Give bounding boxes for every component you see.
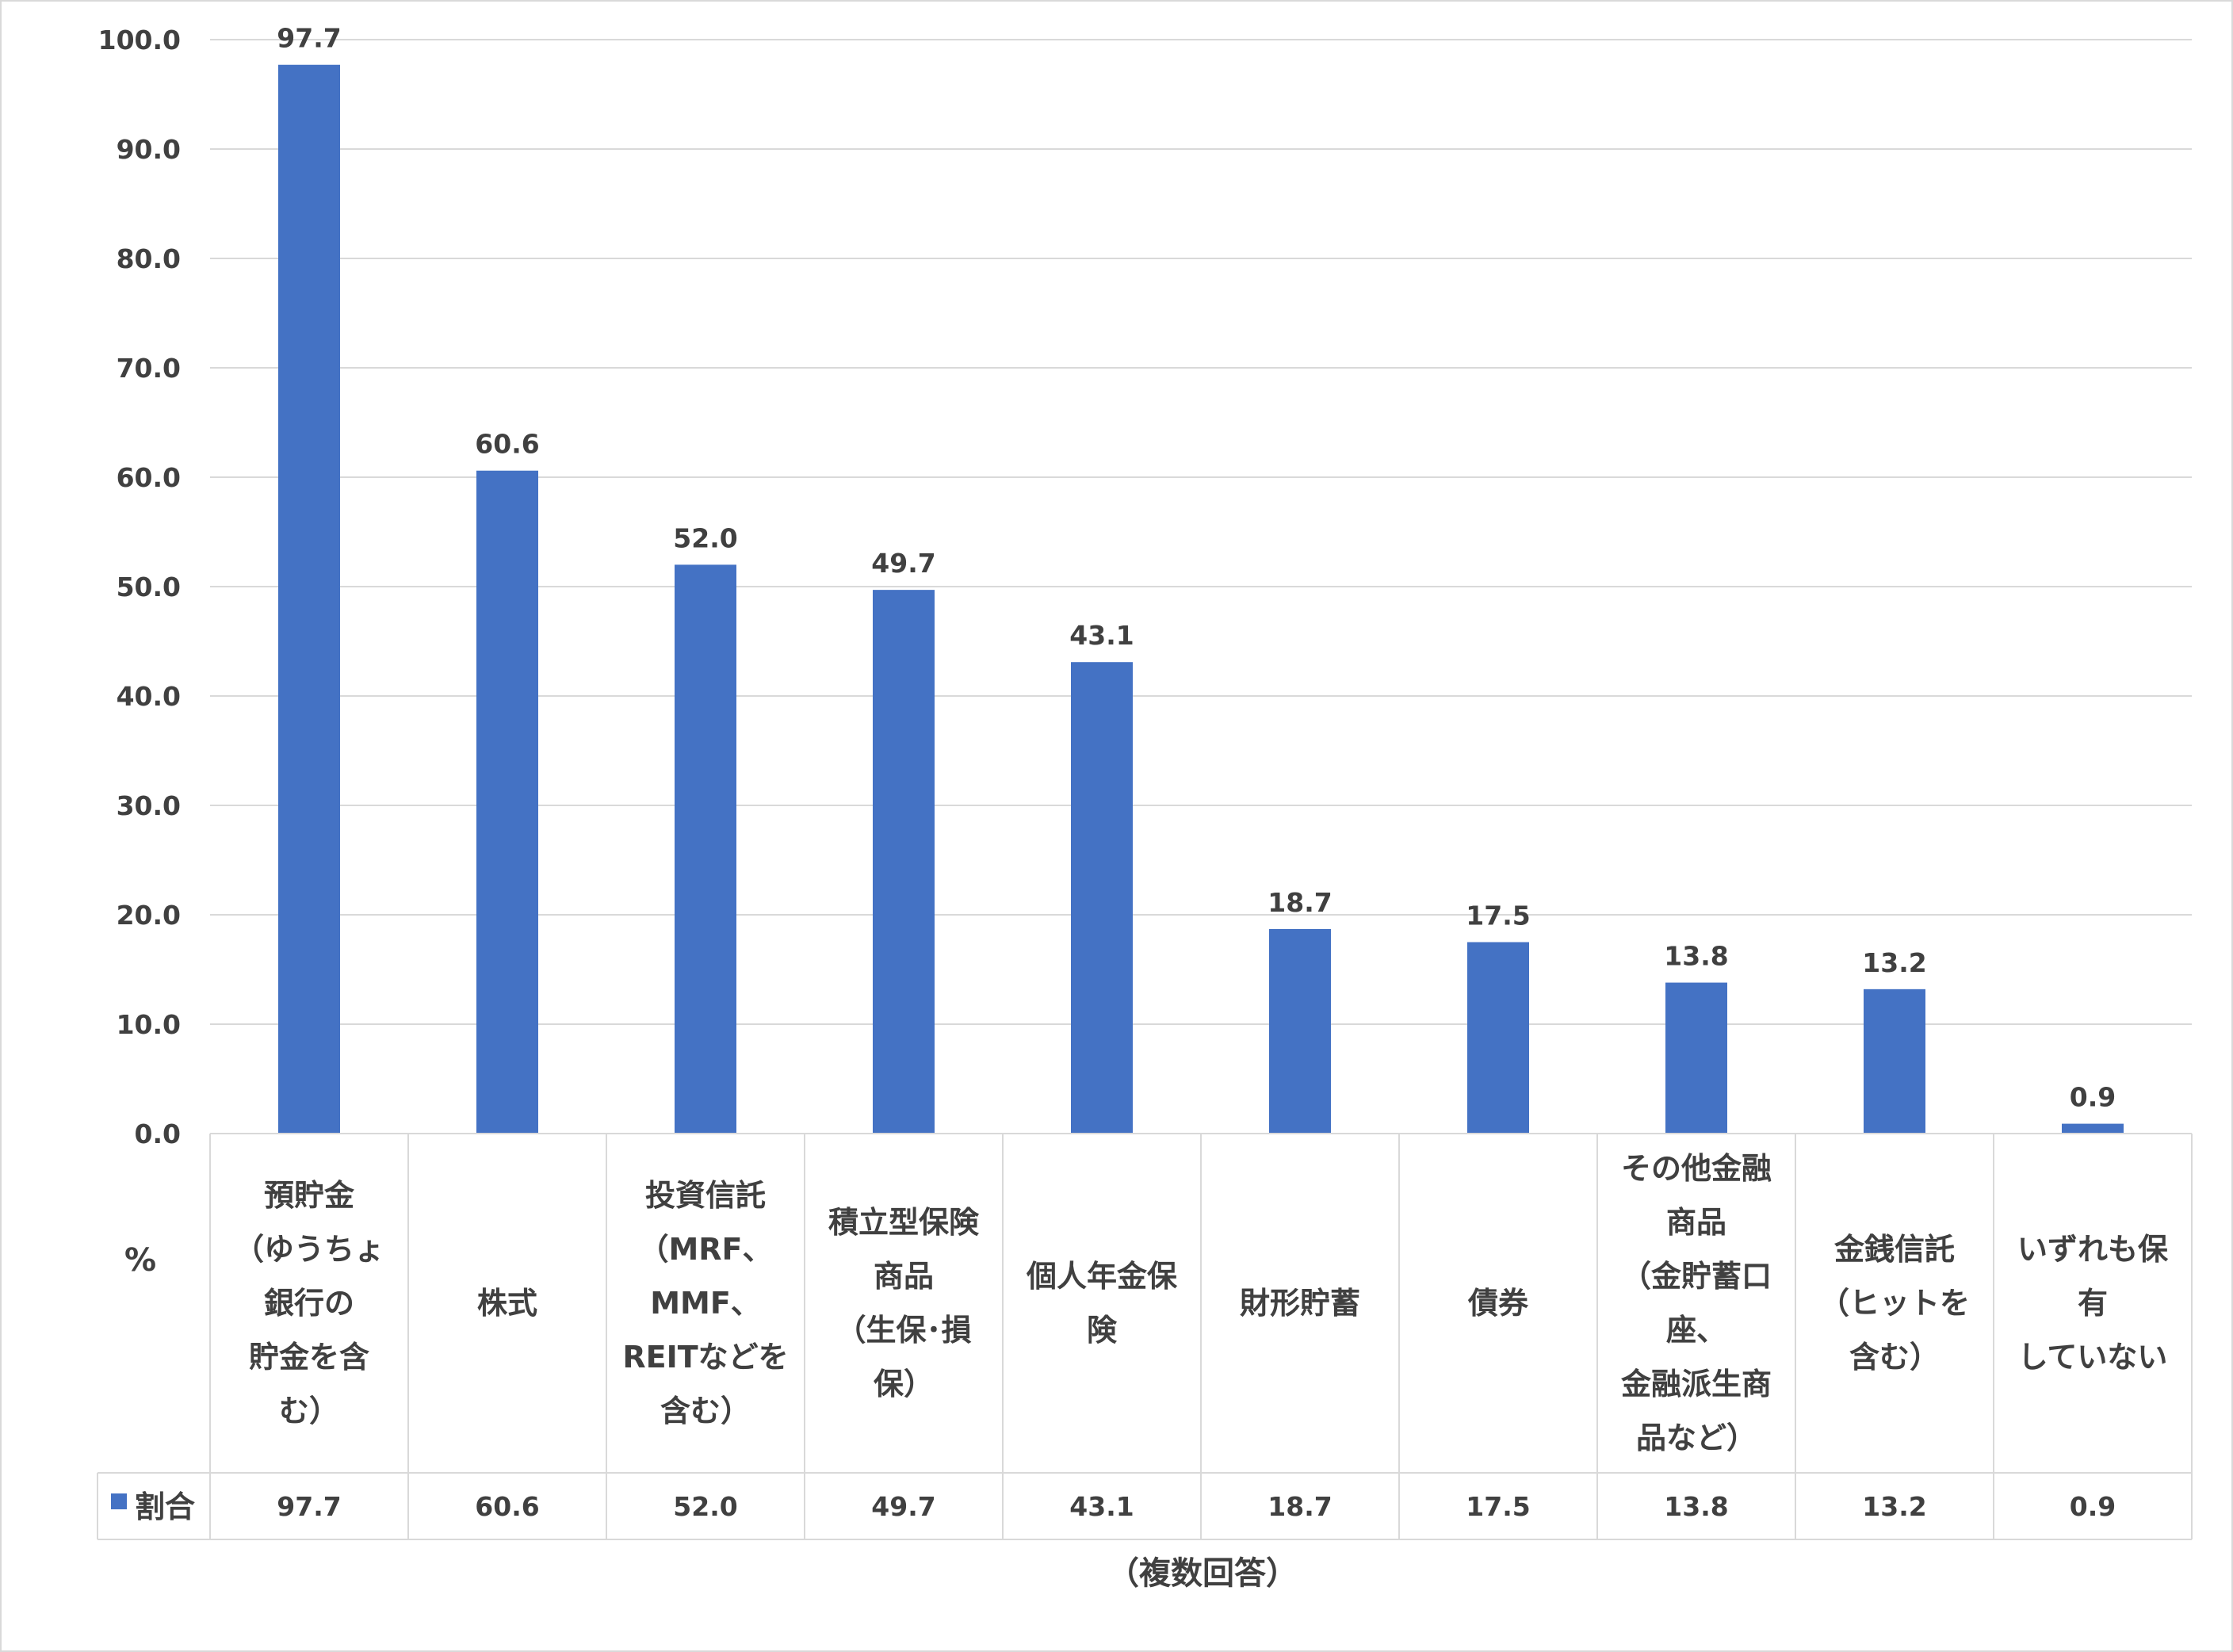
table-value: 13.8 — [1664, 1491, 1728, 1522]
y-tick-label: 60.0 — [117, 462, 181, 493]
category-label: 座、 — [1666, 1313, 1726, 1348]
data-label: 49.7 — [871, 548, 935, 579]
category-label: いずれも保 — [2017, 1232, 2169, 1267]
category-label: 預貯金 — [264, 1178, 355, 1213]
table-value: 17.5 — [1466, 1491, 1530, 1522]
data-table: 預貯金（ゆうちょ銀行の貯金を含む）株式投資信託（MRF、MMF、REITなどを含… — [97, 1133, 2193, 1540]
category-label: 積立型保険 — [828, 1205, 980, 1240]
y-axis-ticks: 0.0 10.0 20.0 30.0 40.0 50.0 60.0 70.0 80.0 90.0 1… — [98, 25, 181, 1149]
gridlines — [210, 39, 2192, 1025]
data-label: 43.1 — [1069, 620, 1134, 651]
bar — [1269, 928, 1331, 1134]
bar — [1071, 662, 1133, 1134]
y-tick-label: 40.0 — [117, 681, 181, 712]
category-label: （MRF、 — [638, 1232, 772, 1267]
footnote: （複数回答） — [1107, 1555, 1298, 1592]
legend-key — [111, 1493, 127, 1509]
category-label: （金貯蓄口 — [1621, 1259, 1772, 1294]
category-label: 貯金を含 — [249, 1340, 369, 1375]
category-label: 株式 — [477, 1286, 537, 1321]
y-tick-label: 10.0 — [117, 1009, 181, 1040]
bar — [675, 564, 736, 1134]
y-tick-label: 80.0 — [117, 243, 181, 274]
category-label: 金融派生商 — [1620, 1367, 1772, 1402]
y-unit-label: % — [124, 1242, 156, 1279]
category-label: 金銭信託 — [1833, 1232, 1955, 1267]
table-value: 18.7 — [1268, 1491, 1332, 1522]
category-label: 有 — [2078, 1286, 2108, 1321]
data-label: 60.6 — [475, 429, 539, 460]
data-label: 52.0 — [673, 522, 737, 553]
data-label: 97.7 — [277, 23, 341, 54]
data-label: 18.7 — [1268, 887, 1332, 918]
table-value: 97.7 — [277, 1491, 341, 1522]
table-value: 13.2 — [1862, 1491, 1926, 1522]
y-tick-label: 0.0 — [135, 1119, 181, 1149]
category-label: （ヒットを — [1819, 1286, 1970, 1321]
table-value: 43.1 — [1069, 1491, 1134, 1522]
table-value: 0.9 — [2070, 1491, 2116, 1522]
y-tick-label: 90.0 — [117, 134, 181, 165]
data-label: 0.9 — [2070, 1082, 2116, 1113]
category-label: 品など） — [1636, 1421, 1757, 1455]
y-tick-label: 50.0 — [117, 572, 181, 602]
bar — [1467, 942, 1529, 1134]
bar — [278, 64, 340, 1134]
table-value: 49.7 — [871, 1491, 935, 1522]
category-label: 含む） — [1849, 1340, 1940, 1375]
category-label: 商品 — [1666, 1205, 1726, 1240]
table-value: 60.6 — [475, 1491, 539, 1522]
category-label: その他金融 — [1621, 1151, 1772, 1186]
category-label: 保） — [874, 1367, 934, 1402]
category-label: 個人年金保 — [1026, 1259, 1178, 1294]
y-tick-label: 20.0 — [117, 900, 181, 931]
legend-label: 割合 — [135, 1489, 195, 1524]
category-label: 銀行の — [264, 1286, 354, 1321]
data-label: 13.2 — [1862, 947, 1926, 978]
data-label: 17.5 — [1466, 901, 1530, 931]
category-label: MMF、 — [650, 1286, 761, 1321]
category-label: 商品 — [874, 1259, 934, 1294]
bars — [278, 64, 2124, 1134]
bar — [1864, 989, 1925, 1134]
category-label: 投資信託 — [645, 1178, 766, 1213]
bar — [873, 590, 935, 1134]
bar — [2062, 1123, 2124, 1134]
bar — [476, 470, 538, 1134]
category-label: 財形貯蓄 — [1240, 1286, 1360, 1321]
data-label: 13.8 — [1664, 941, 1728, 972]
bar — [1665, 982, 1727, 1134]
y-tick-label: 70.0 — [117, 353, 181, 384]
category-label: （ゆうちょ — [234, 1232, 384, 1267]
table-value: 52.0 — [673, 1491, 737, 1522]
category-label: 険 — [1087, 1313, 1118, 1348]
category-label: していない — [2018, 1340, 2168, 1375]
category-label: （生保･損 — [835, 1313, 971, 1348]
y-tick-label: 100.0 — [98, 25, 181, 55]
y-tick-label: 30.0 — [117, 790, 181, 821]
category-label: 債券 — [1467, 1286, 1529, 1321]
category-label: 含む） — [660, 1394, 751, 1428]
category-label: む） — [279, 1394, 339, 1428]
data-labels: 97.7 60.6 52.0 49.7 43.1 18.7 17.5 13.8 13.2 0.9 — [277, 23, 2116, 1113]
category-label: REITなどを — [622, 1340, 788, 1375]
